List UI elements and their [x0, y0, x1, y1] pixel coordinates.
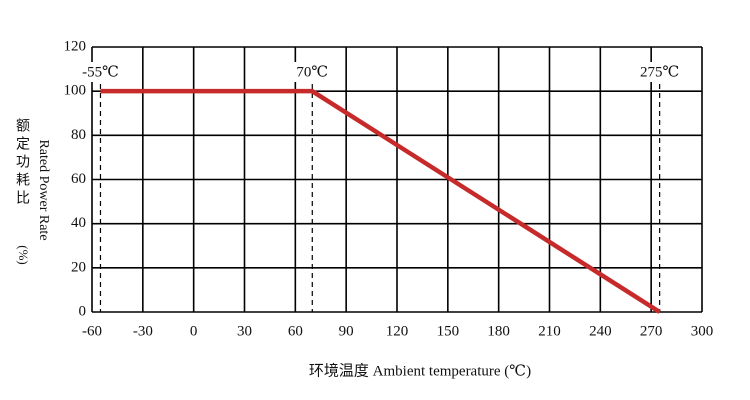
x-axis-label: 环境温度 Ambient temperature (℃) [309, 361, 531, 379]
y-axis-unit: (%) [16, 245, 31, 265]
annotation-label: 70℃ [296, 64, 328, 80]
x-tick-label: 90 [339, 323, 354, 339]
x-tick-label: 0 [190, 323, 198, 339]
annotation-bg [637, 62, 682, 82]
annotation-bg [290, 62, 335, 82]
annotation-label: -55℃ [82, 64, 119, 80]
x-tick-label: 300 [691, 323, 714, 339]
x-tick-label: -60 [82, 323, 102, 339]
y-tick-label: 20 [71, 259, 86, 275]
y-tick-label: 120 [64, 38, 87, 54]
y-tick-label: 80 [71, 127, 86, 143]
x-tick-label: 210 [538, 323, 561, 339]
y-axis-label: Rated Power Rate [36, 139, 51, 240]
y-tick-label: 100 [64, 83, 87, 99]
x-tick-label: -30 [133, 323, 153, 339]
x-tick-label: 60 [288, 323, 303, 339]
x-tick-label: 270 [640, 323, 663, 339]
x-tick-label: 150 [437, 323, 460, 339]
data-line [100, 88, 661, 314]
y-tick-label: 40 [71, 215, 86, 231]
y-tick-label: 60 [71, 171, 86, 187]
annotation-label: 275℃ [640, 64, 679, 80]
y-axis-label-cn: 额定功耗比 [14, 118, 30, 208]
x-tick-label: 30 [237, 323, 252, 339]
annotation-bg [78, 62, 123, 82]
x-tick-label: 240 [589, 323, 612, 339]
x-tick-label: 120 [386, 323, 409, 339]
y-tick-label: 0 [79, 303, 87, 319]
x-tick-label: 180 [487, 323, 510, 339]
